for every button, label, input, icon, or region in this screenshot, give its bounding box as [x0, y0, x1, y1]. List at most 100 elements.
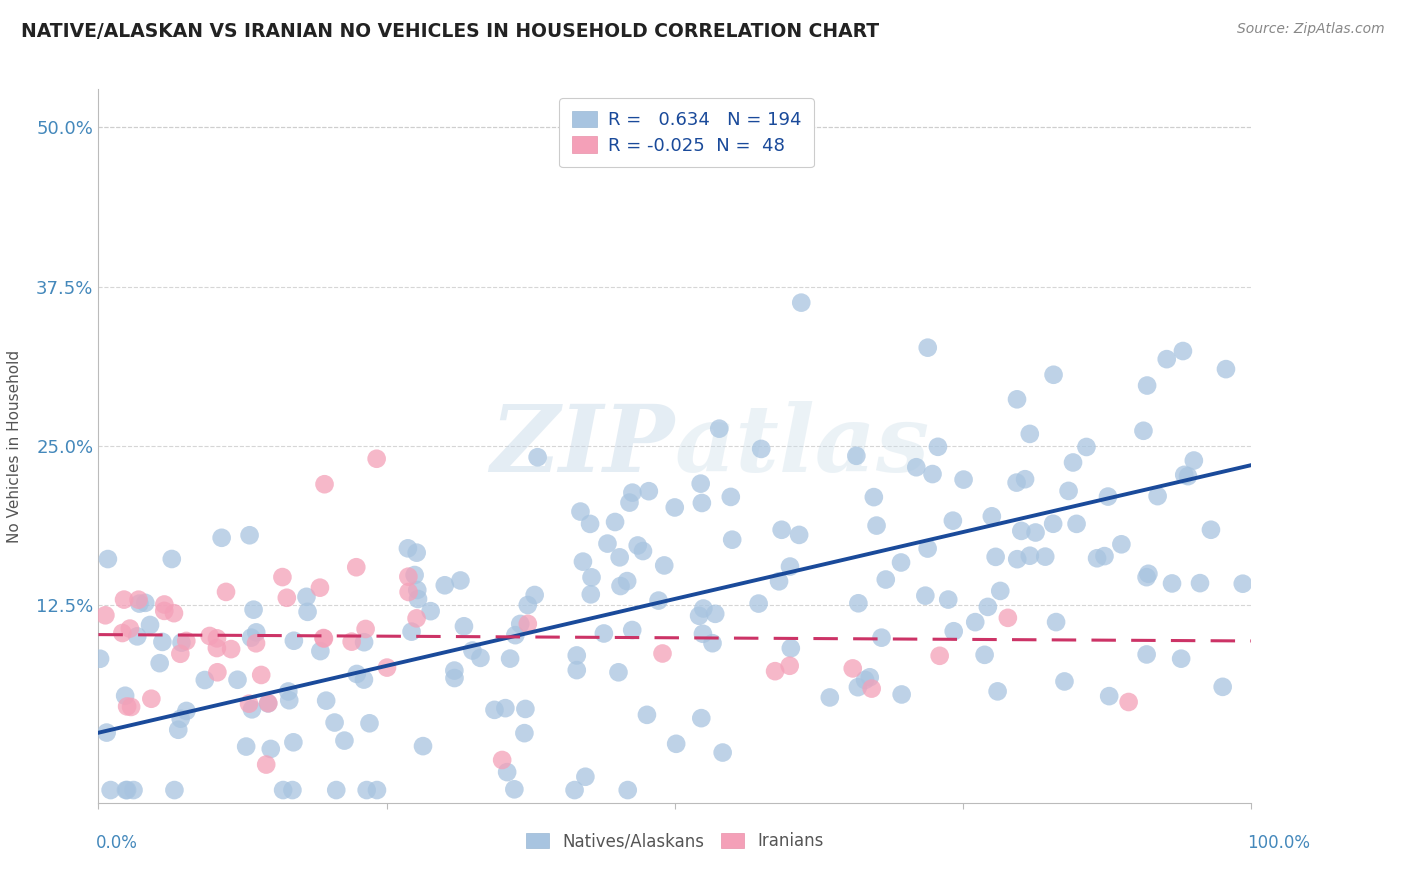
Point [689, 476, 711, 491]
Point [579, 516, 602, 531]
Point [875, 573, 897, 587]
Point [845, 449, 868, 463]
Point [651, 647, 673, 661]
Legend: Natives/Alaskans, Iranians: Natives/Alaskans, Iranians [517, 824, 832, 859]
Point [636, 707, 658, 722]
Point [396, 541, 419, 556]
Point [160, 552, 183, 566]
Point [619, 495, 641, 509]
Point [984, 549, 1007, 564]
Point [340, 634, 363, 648]
Point [89, 652, 111, 666]
Point [702, 636, 724, 650]
Point [581, 570, 603, 584]
Text: 0.0%: 0.0% [96, 834, 138, 852]
Point [353, 673, 375, 687]
Point [1033, 549, 1056, 564]
Point [860, 681, 883, 696]
Point [1170, 651, 1192, 665]
Point [401, 624, 423, 639]
Point [997, 611, 1019, 625]
Point [609, 550, 631, 565]
Point [406, 582, 429, 597]
Text: 100.0%: 100.0% [1247, 834, 1310, 852]
Point [690, 496, 713, 510]
Point [366, 451, 388, 466]
Point [1111, 537, 1133, 551]
Point [315, 693, 337, 707]
Point [572, 555, 595, 569]
Point [96, 725, 118, 739]
Point [574, 770, 596, 784]
Point [167, 723, 190, 737]
Point [176, 704, 198, 718]
Point [596, 536, 619, 550]
Point [118, 622, 141, 636]
Point [607, 665, 630, 680]
Text: atlas: atlas [675, 401, 931, 491]
Point [509, 616, 531, 631]
Point [366, 783, 388, 797]
Point [404, 568, 426, 582]
Point [169, 647, 191, 661]
Point [449, 574, 471, 588]
Point [309, 581, 332, 595]
Point [720, 490, 742, 504]
Point [621, 623, 644, 637]
Point [443, 671, 465, 685]
Point [965, 615, 987, 629]
Point [139, 618, 162, 632]
Point [787, 528, 810, 542]
Point [652, 558, 675, 573]
Point [111, 626, 134, 640]
Point [647, 593, 669, 607]
Point [721, 533, 744, 547]
Point [569, 505, 592, 519]
Point [917, 341, 939, 355]
Point [859, 670, 882, 684]
Point [346, 667, 368, 681]
Point [325, 783, 347, 797]
Point [921, 467, 943, 481]
Point [515, 702, 537, 716]
Point [523, 588, 546, 602]
Point [952, 473, 974, 487]
Point [453, 619, 475, 633]
Point [271, 783, 294, 797]
Point [768, 574, 790, 589]
Point [616, 574, 638, 588]
Point [503, 782, 526, 797]
Point [134, 596, 156, 610]
Point [936, 592, 959, 607]
Point [257, 696, 280, 710]
Point [499, 651, 522, 665]
Text: Source: ZipAtlas.com: Source: ZipAtlas.com [1237, 22, 1385, 37]
Point [526, 450, 548, 465]
Point [276, 591, 298, 605]
Point [283, 633, 305, 648]
Point [239, 528, 262, 542]
Point [309, 644, 332, 658]
Point [238, 697, 260, 711]
Point [198, 629, 221, 643]
Point [333, 733, 356, 747]
Point [579, 587, 602, 601]
Point [1042, 516, 1064, 531]
Point [128, 592, 150, 607]
Point [207, 665, 229, 680]
Point [398, 585, 420, 599]
Point [865, 518, 887, 533]
Point [1057, 483, 1080, 498]
Point [219, 642, 242, 657]
Point [977, 599, 1000, 614]
Point [890, 688, 912, 702]
Point [1085, 551, 1108, 566]
Point [1212, 680, 1234, 694]
Point [749, 442, 772, 456]
Point [406, 592, 429, 607]
Point [211, 531, 233, 545]
Point [1177, 469, 1199, 483]
Point [1161, 576, 1184, 591]
Point [621, 485, 644, 500]
Point [973, 648, 995, 662]
